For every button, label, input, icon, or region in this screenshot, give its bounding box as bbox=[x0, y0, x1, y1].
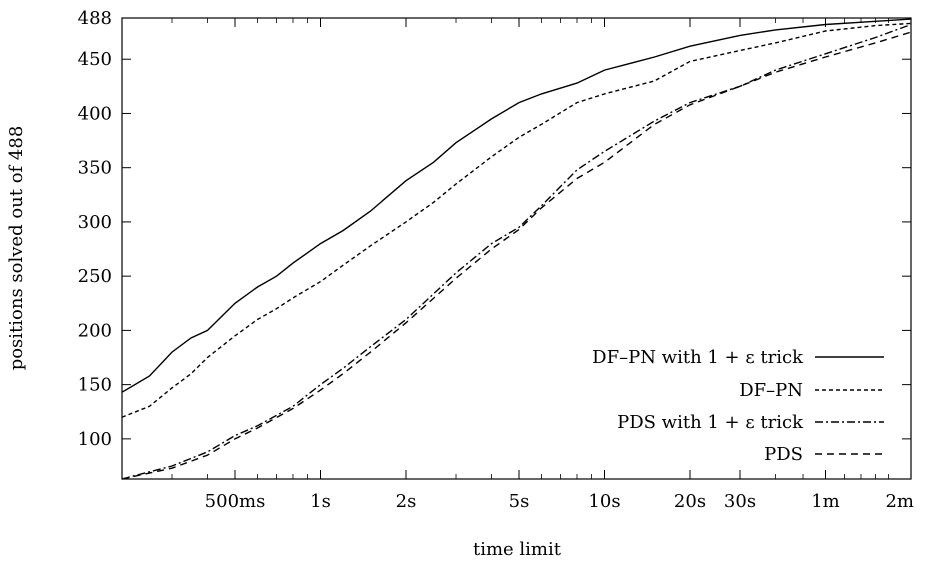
y-tick-label: 450 bbox=[78, 49, 112, 70]
legend: DF–PN with 1 + ε trick DF–PN PDS with 1 + … bbox=[592, 347, 884, 465]
y-tick-label: 200 bbox=[78, 320, 112, 341]
axis-ticks: 100 150 200 250 300 350 400 450 488 500ms 1s 2s 5s 10… bbox=[78, 8, 914, 512]
x-tick-label: 2s bbox=[396, 491, 417, 512]
x-tick-label: 1m bbox=[811, 491, 840, 512]
y-tick-label: 400 bbox=[78, 103, 112, 124]
y-tick-label: 488 bbox=[78, 8, 112, 29]
legend-label-1: DF–PN bbox=[739, 380, 803, 401]
x-tick-label: 20s bbox=[674, 491, 706, 512]
y-axis-label: positions solved out of 488 bbox=[6, 126, 27, 371]
x-tick-label: 2m bbox=[885, 491, 914, 512]
x-tick-label: 30s bbox=[724, 491, 756, 512]
series-line-0 bbox=[121, 18, 912, 393]
y-tick-label: 300 bbox=[78, 212, 112, 233]
plot-area bbox=[121, 17, 912, 480]
x-tick-label: 500ms bbox=[205, 491, 266, 512]
series-line-2 bbox=[121, 23, 912, 480]
x-tick-label: 10s bbox=[588, 491, 620, 512]
series-lines bbox=[121, 18, 912, 480]
legend-label-3: PDS bbox=[764, 444, 803, 465]
x-tick-label: 5s bbox=[509, 491, 530, 512]
legend-label-2: PDS with 1 + ε trick bbox=[617, 412, 804, 433]
y-tick-label: 250 bbox=[78, 266, 112, 287]
x-axis-label: time limit bbox=[473, 539, 562, 560]
y-tick-label: 350 bbox=[78, 158, 112, 179]
x-tick-label: 1s bbox=[310, 491, 331, 512]
plot-frame bbox=[121, 17, 912, 480]
series-line-3 bbox=[121, 31, 912, 480]
y-tick-label: 100 bbox=[78, 429, 112, 450]
legend-label-0: DF–PN with 1 + ε trick bbox=[592, 347, 804, 368]
series-line-1 bbox=[121, 22, 912, 418]
y-tick-label: 150 bbox=[78, 375, 112, 396]
